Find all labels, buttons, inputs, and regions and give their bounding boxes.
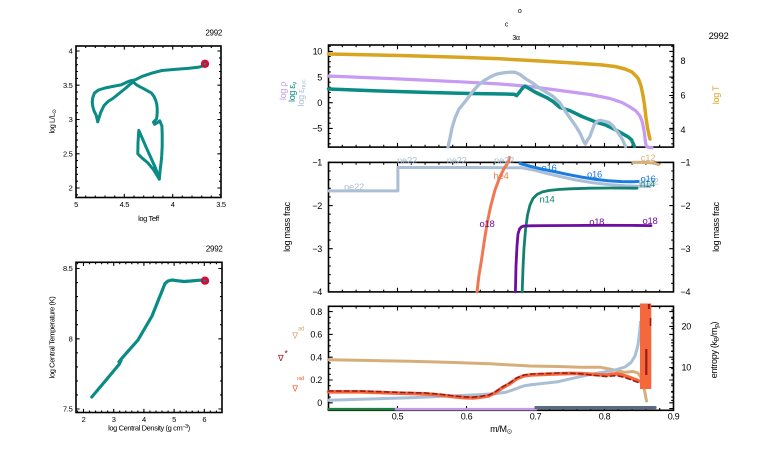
svg-text:ad: ad: [298, 327, 304, 333]
svg-text:−5: −5: [312, 124, 322, 134]
svg-text:o16: o16: [641, 174, 656, 185]
svg-text:ne22: ne22: [639, 177, 659, 188]
svg-text:3: 3: [112, 415, 116, 424]
svg-text:−3: −3: [312, 244, 322, 254]
svg-text:7.5: 7.5: [63, 405, 73, 414]
svg-text:0.2: 0.2: [310, 375, 322, 385]
svg-text:2: 2: [82, 415, 86, 424]
svg-text:*: *: [284, 349, 288, 359]
svg-text:0: 0: [317, 398, 322, 408]
svg-text:3.5: 3.5: [63, 81, 73, 90]
svg-text:log T: log T: [711, 85, 721, 104]
svg-text:−3: −3: [681, 244, 691, 254]
svg-text:n14: n14: [640, 179, 655, 190]
svg-text:0.8: 0.8: [310, 307, 322, 317]
svg-text:0.9: 0.9: [668, 412, 680, 422]
svg-text:c: c: [505, 22, 509, 29]
svg-text:10: 10: [682, 363, 692, 373]
svg-text:6: 6: [681, 91, 686, 101]
svg-text:log Central Density (g cm−3): log Central Density (g cm−3): [108, 424, 191, 433]
svg-text:ne22: ne22: [397, 155, 417, 166]
svg-text:2: 2: [69, 184, 73, 193]
svg-text:∇: ∇: [277, 353, 285, 363]
svg-text:2992: 2992: [709, 31, 729, 42]
svg-text:o18: o18: [643, 216, 658, 227]
svg-text:−2: −2: [681, 201, 691, 211]
svg-text:ne22: ne22: [344, 182, 364, 193]
svg-text:log ρ: log ρ: [278, 82, 288, 100]
svg-text:−1: −1: [681, 158, 691, 168]
svg-text:4: 4: [69, 47, 73, 56]
svg-text:ne22: ne22: [447, 155, 467, 166]
svg-text:o18: o18: [480, 219, 495, 230]
svg-text:∇: ∇: [291, 383, 299, 393]
svg-text:6: 6: [202, 415, 206, 424]
svg-text:−2: −2: [312, 201, 322, 211]
svg-text:log εnuc: log εnuc: [296, 79, 308, 107]
svg-text:4: 4: [142, 415, 146, 424]
svg-text:3.5: 3.5: [216, 200, 226, 209]
svg-text:8.5: 8.5: [63, 264, 73, 273]
svg-text:20: 20: [682, 322, 692, 332]
svg-text:0.8: 0.8: [599, 412, 611, 422]
svg-text:8: 8: [69, 334, 73, 343]
svg-text:5: 5: [317, 72, 322, 82]
svg-text:0.6: 0.6: [461, 412, 473, 422]
svg-text:2992: 2992: [205, 29, 222, 38]
svg-text:2.5: 2.5: [63, 149, 73, 158]
svg-text:m/M⊙: m/M⊙: [490, 424, 513, 436]
svg-text:5: 5: [74, 200, 78, 209]
svg-text:o16: o16: [542, 163, 557, 174]
svg-text:ne22: ne22: [494, 155, 514, 166]
svg-text:0.5: 0.5: [392, 412, 404, 422]
svg-text:0.6: 0.6: [310, 330, 322, 340]
svg-text:4: 4: [681, 125, 686, 135]
svg-text:4: 4: [171, 200, 175, 209]
svg-text:o18: o18: [589, 217, 604, 228]
svg-text:−4: −4: [681, 287, 691, 297]
svg-text:entropy (kB/mp): entropy (kB/mp): [709, 321, 721, 378]
svg-text:∇: ∇: [291, 331, 299, 341]
svg-text:o: o: [518, 8, 522, 15]
svg-text:n14: n14: [540, 195, 555, 206]
svg-text:c12: c12: [641, 153, 655, 164]
svg-text:−4: −4: [312, 287, 322, 297]
svg-text:8: 8: [681, 56, 686, 66]
svg-text:he4: he4: [494, 171, 509, 182]
svg-text:0: 0: [317, 98, 322, 108]
svg-text:log mass frac: log mass frac: [282, 201, 292, 251]
svg-text:5: 5: [172, 415, 176, 424]
svg-text:log mass frac: log mass frac: [711, 201, 721, 251]
svg-text:log Teff: log Teff: [138, 214, 160, 223]
svg-text:log Central Temperature (K): log Central Temperature (K): [48, 296, 57, 379]
svg-text:log L/L⊙: log L/L⊙: [48, 109, 59, 134]
svg-text:0.4: 0.4: [310, 352, 322, 362]
svg-text:o16: o16: [587, 170, 602, 181]
svg-text:4.5: 4.5: [120, 200, 130, 209]
svg-text:3: 3: [69, 115, 73, 124]
svg-text:3α: 3α: [512, 35, 520, 42]
svg-text:rad: rad: [297, 376, 304, 382]
svg-text:−1: −1: [312, 158, 322, 168]
svg-text:10: 10: [313, 47, 323, 57]
svg-text:2992: 2992: [206, 245, 223, 254]
svg-text:log εν: log εν: [287, 82, 299, 102]
svg-text:0.7: 0.7: [530, 412, 542, 422]
